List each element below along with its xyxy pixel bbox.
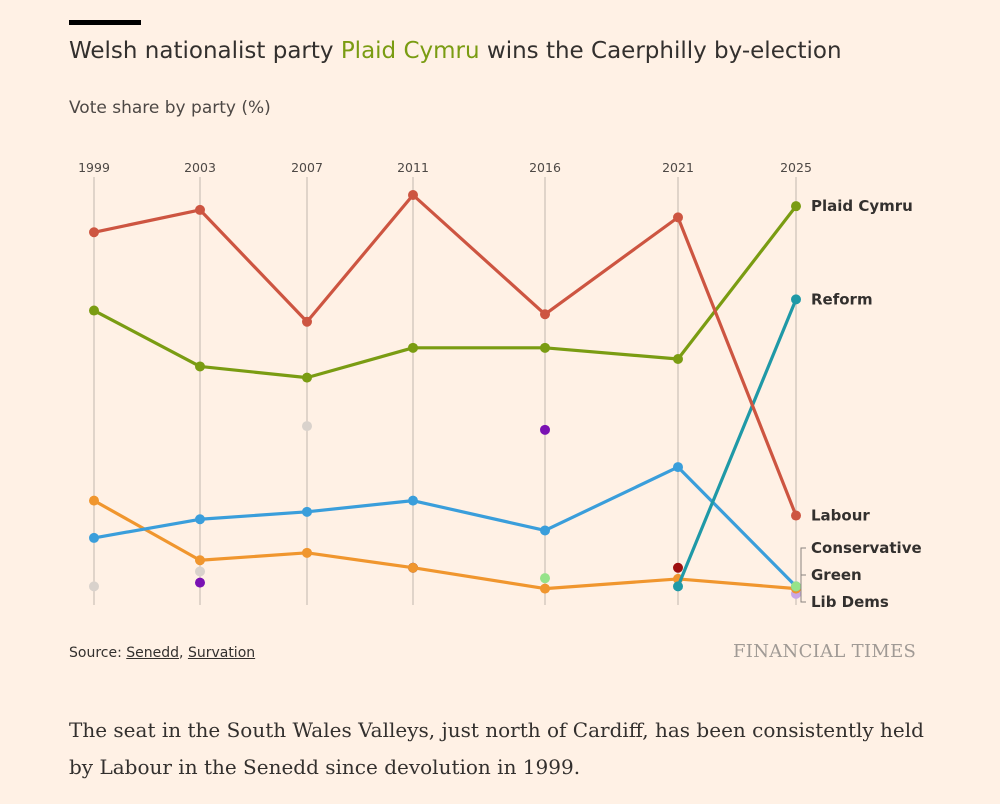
accent-bar [69, 20, 141, 25]
point-green-2025 [791, 581, 801, 592]
series-label-lib-dems: Lib Dems [811, 593, 889, 611]
other-party-point-3 [195, 577, 205, 588]
point-labour-2016 [540, 309, 550, 320]
series-line-plaid-cymru [92, 204, 798, 380]
point-lib-dems-2016 [540, 583, 550, 594]
point-conservative-2007 [302, 506, 312, 517]
point-lib-dems-2007 [302, 547, 312, 558]
point-conservative-2021 [673, 462, 683, 473]
point-labour-1999 [89, 227, 99, 238]
point-conservative-2011 [408, 495, 418, 506]
point-conservative-2016 [540, 525, 550, 536]
source-note: Source: Senedd, Survation [69, 645, 255, 661]
point-plaid-cymru-2003 [195, 361, 205, 372]
x-tick-label-1999: 1999 [78, 160, 110, 175]
other-party-point-4 [302, 421, 312, 432]
title-highlight: Plaid Cymru [340, 38, 480, 64]
ft-logo: FINANCIAL TIMES [733, 641, 917, 662]
point-conservative-2003 [195, 514, 205, 525]
other-party-point-6 [540, 424, 550, 435]
series-label-plaid-cymru: Plaid Cymru [811, 197, 913, 215]
x-tick-label-2025: 2025 [780, 160, 812, 175]
x-tick-label-2016: 2016 [529, 160, 561, 175]
point-lib-dems-2011 [408, 562, 418, 573]
point-labour-2025 [791, 510, 801, 521]
series-line-reform [676, 297, 798, 588]
line-chart: 1999 2003 2007 2011 2016 2021 2025 Plaid Cymru R… [78, 160, 922, 611]
chart-title: Welsh nationalist party Plaid Cymru wins… [69, 38, 842, 64]
source-separator: , [179, 645, 188, 661]
point-labour-2011 [408, 190, 418, 200]
series-label-green: Green [811, 566, 862, 584]
x-tick-label-2007: 2007 [291, 160, 323, 175]
point-green-2016 [540, 573, 550, 584]
other-party-point-7 [673, 562, 683, 573]
point-labour-2003 [195, 204, 205, 215]
series-label-labour: Labour [811, 507, 870, 525]
x-tick-label-2021: 2021 [662, 160, 694, 175]
x-tick-label-2011: 2011 [397, 160, 429, 175]
other-party-point-0 [89, 581, 99, 592]
point-plaid-cymru-2021 [673, 354, 683, 364]
point-reform-2025 [791, 294, 801, 305]
series-label-reform: Reform [811, 290, 873, 308]
series-line-labour [92, 193, 798, 518]
point-lib-dems-2003 [195, 555, 205, 566]
point-labour-2007 [302, 316, 312, 327]
point-lib-dems-1999 [89, 495, 99, 506]
point-plaid-cymru-2011 [408, 342, 418, 353]
point-reform-2021 [673, 581, 683, 592]
point-conservative-1999 [89, 532, 99, 543]
point-plaid-cymru-1999 [89, 305, 99, 316]
point-labour-2021 [673, 212, 683, 223]
series-label-conservative: Conservative [811, 539, 922, 557]
other-party-point-2 [195, 566, 205, 577]
point-plaid-cymru-2016 [540, 342, 550, 353]
point-plaid-cymru-2007 [302, 372, 312, 383]
source-link-senedd[interactable]: Senedd [126, 645, 180, 661]
source-label: Source: [69, 645, 127, 661]
source-link-survation[interactable]: Survation [187, 645, 256, 661]
article-paragraph: The seat in the South Wales Valleys, jus… [69, 718, 924, 779]
title-prefix: Welsh nationalist party [69, 38, 341, 64]
title-suffix: wins the Caerphilly by-election [479, 38, 842, 64]
x-tick-label-2003: 2003 [184, 160, 216, 175]
point-plaid-cymru-2025 [791, 201, 801, 212]
chart-subtitle: Vote share by party (%) [69, 98, 271, 118]
